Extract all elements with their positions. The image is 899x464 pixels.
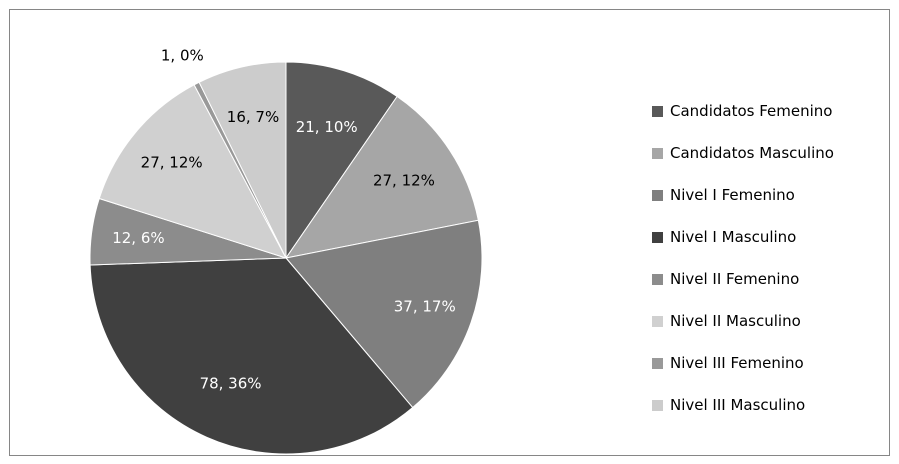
- legend-label: Nivel I Femenino: [670, 186, 795, 204]
- pie-slice-4: [89, 257, 414, 455]
- pie-slice-3: [285, 219, 483, 409]
- pie-slice-8: [198, 61, 287, 259]
- pie-slice-1: [285, 61, 398, 260]
- data-label-2: 27, 12%: [373, 172, 435, 190]
- legend-item-8: Nivel III Masculino: [652, 384, 834, 426]
- legend-label: Nivel III Masculino: [670, 396, 806, 414]
- data-label-3: 37, 17%: [394, 298, 456, 316]
- legend-item-7: Nivel III Femenino: [652, 342, 834, 384]
- legend-item-2: Candidatos Masculino: [652, 132, 834, 174]
- data-label-4: 78, 36%: [200, 374, 262, 392]
- data-label-5: 12, 6%: [112, 229, 164, 247]
- data-label-7: 1, 0%: [161, 47, 204, 65]
- legend-item-1: Candidatos Femenino: [652, 90, 834, 132]
- pie-slice-6: [98, 84, 288, 259]
- legend-item-3: Nivel I Femenino: [652, 174, 834, 216]
- pie-slice-2: [284, 95, 479, 259]
- chart-area: 21, 10% 27, 12% 37, 17% 78, 36% 12, 6% 27, 12…: [9, 9, 890, 456]
- legend-label: Candidatos Femenino: [670, 102, 833, 120]
- data-label-1: 21, 10%: [296, 118, 358, 136]
- legend-swatch: [652, 231, 663, 243]
- legend-swatch: [652, 357, 663, 369]
- legend-swatch: [652, 399, 663, 411]
- pie-chart: 21, 10% 27, 12% 37, 17% 78, 36% 12, 6% 27, 12…: [89, 47, 483, 455]
- legend-item-5: Nivel II Femenino: [652, 258, 834, 300]
- legend-swatch: [652, 105, 663, 117]
- legend-swatch: [652, 147, 663, 159]
- legend-label: Nivel I Masculino: [670, 228, 797, 246]
- legend-swatch: [652, 273, 663, 285]
- legend-label: Nivel II Masculino: [670, 312, 801, 330]
- data-label-6: 27, 12%: [141, 154, 203, 172]
- legend-swatch: [652, 315, 663, 327]
- legend-item-4: Nivel I Masculino: [652, 216, 834, 258]
- legend-item-6: Nivel II Masculino: [652, 300, 834, 342]
- data-label-8: 16, 7%: [227, 108, 279, 126]
- legend-label: Nivel II Femenino: [670, 270, 800, 288]
- legend-label: Nivel III Femenino: [670, 354, 804, 372]
- legend: Candidatos Femenino Candidatos Masculino N…: [652, 90, 834, 426]
- legend-swatch: [652, 189, 663, 201]
- legend-label: Candidatos Masculino: [670, 144, 834, 162]
